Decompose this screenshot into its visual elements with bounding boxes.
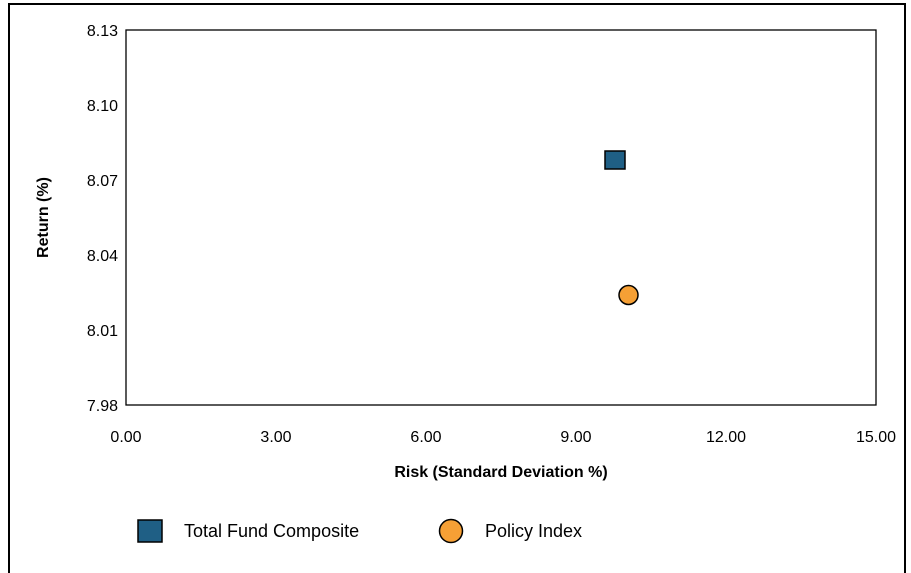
chart-frame [8, 3, 906, 573]
legend-swatch [137, 519, 163, 543]
x-tick-label: 9.00 [560, 429, 591, 446]
data-point [604, 150, 626, 170]
data-points [604, 150, 639, 306]
scatter-chart: 0.00 3.00 6.00 9.00 12.00 15.00 7.98 8.01 8.04 8… [35, 23, 896, 544]
x-tick-label: 0.00 [110, 429, 141, 446]
legend-item: Total Fund Composite [137, 519, 359, 543]
legend-label: Policy Index [485, 521, 582, 541]
x-tick-label: 15.00 [856, 429, 896, 446]
plot-area [125, 29, 877, 406]
legend-item: Policy Index [438, 518, 582, 544]
x-axis-ticks: 0.00 3.00 6.00 9.00 12.00 15.00 [110, 429, 896, 446]
y-tick-label: 7.98 [87, 398, 118, 415]
data-point [618, 284, 639, 306]
x-tick-label: 6.00 [410, 429, 441, 446]
y-tick-label: 8.04 [87, 248, 118, 265]
y-tick-label: 8.07 [87, 173, 118, 190]
x-tick-label: 3.00 [260, 429, 291, 446]
x-tick-label: 12.00 [706, 429, 746, 446]
y-tick-label: 8.01 [87, 323, 118, 340]
legend-swatch [438, 518, 464, 544]
legend-label: Total Fund Composite [184, 521, 359, 541]
y-tick-label: 8.13 [87, 23, 118, 40]
legend: Total Fund Composite Policy Index [137, 518, 582, 544]
y-axis-ticks: 7.98 8.01 8.04 8.07 8.10 8.13 [87, 23, 118, 415]
y-tick-label: 8.10 [87, 98, 118, 115]
y-axis-title: Return (%) [35, 177, 52, 258]
x-axis-title: Risk (Standard Deviation %) [394, 464, 607, 481]
